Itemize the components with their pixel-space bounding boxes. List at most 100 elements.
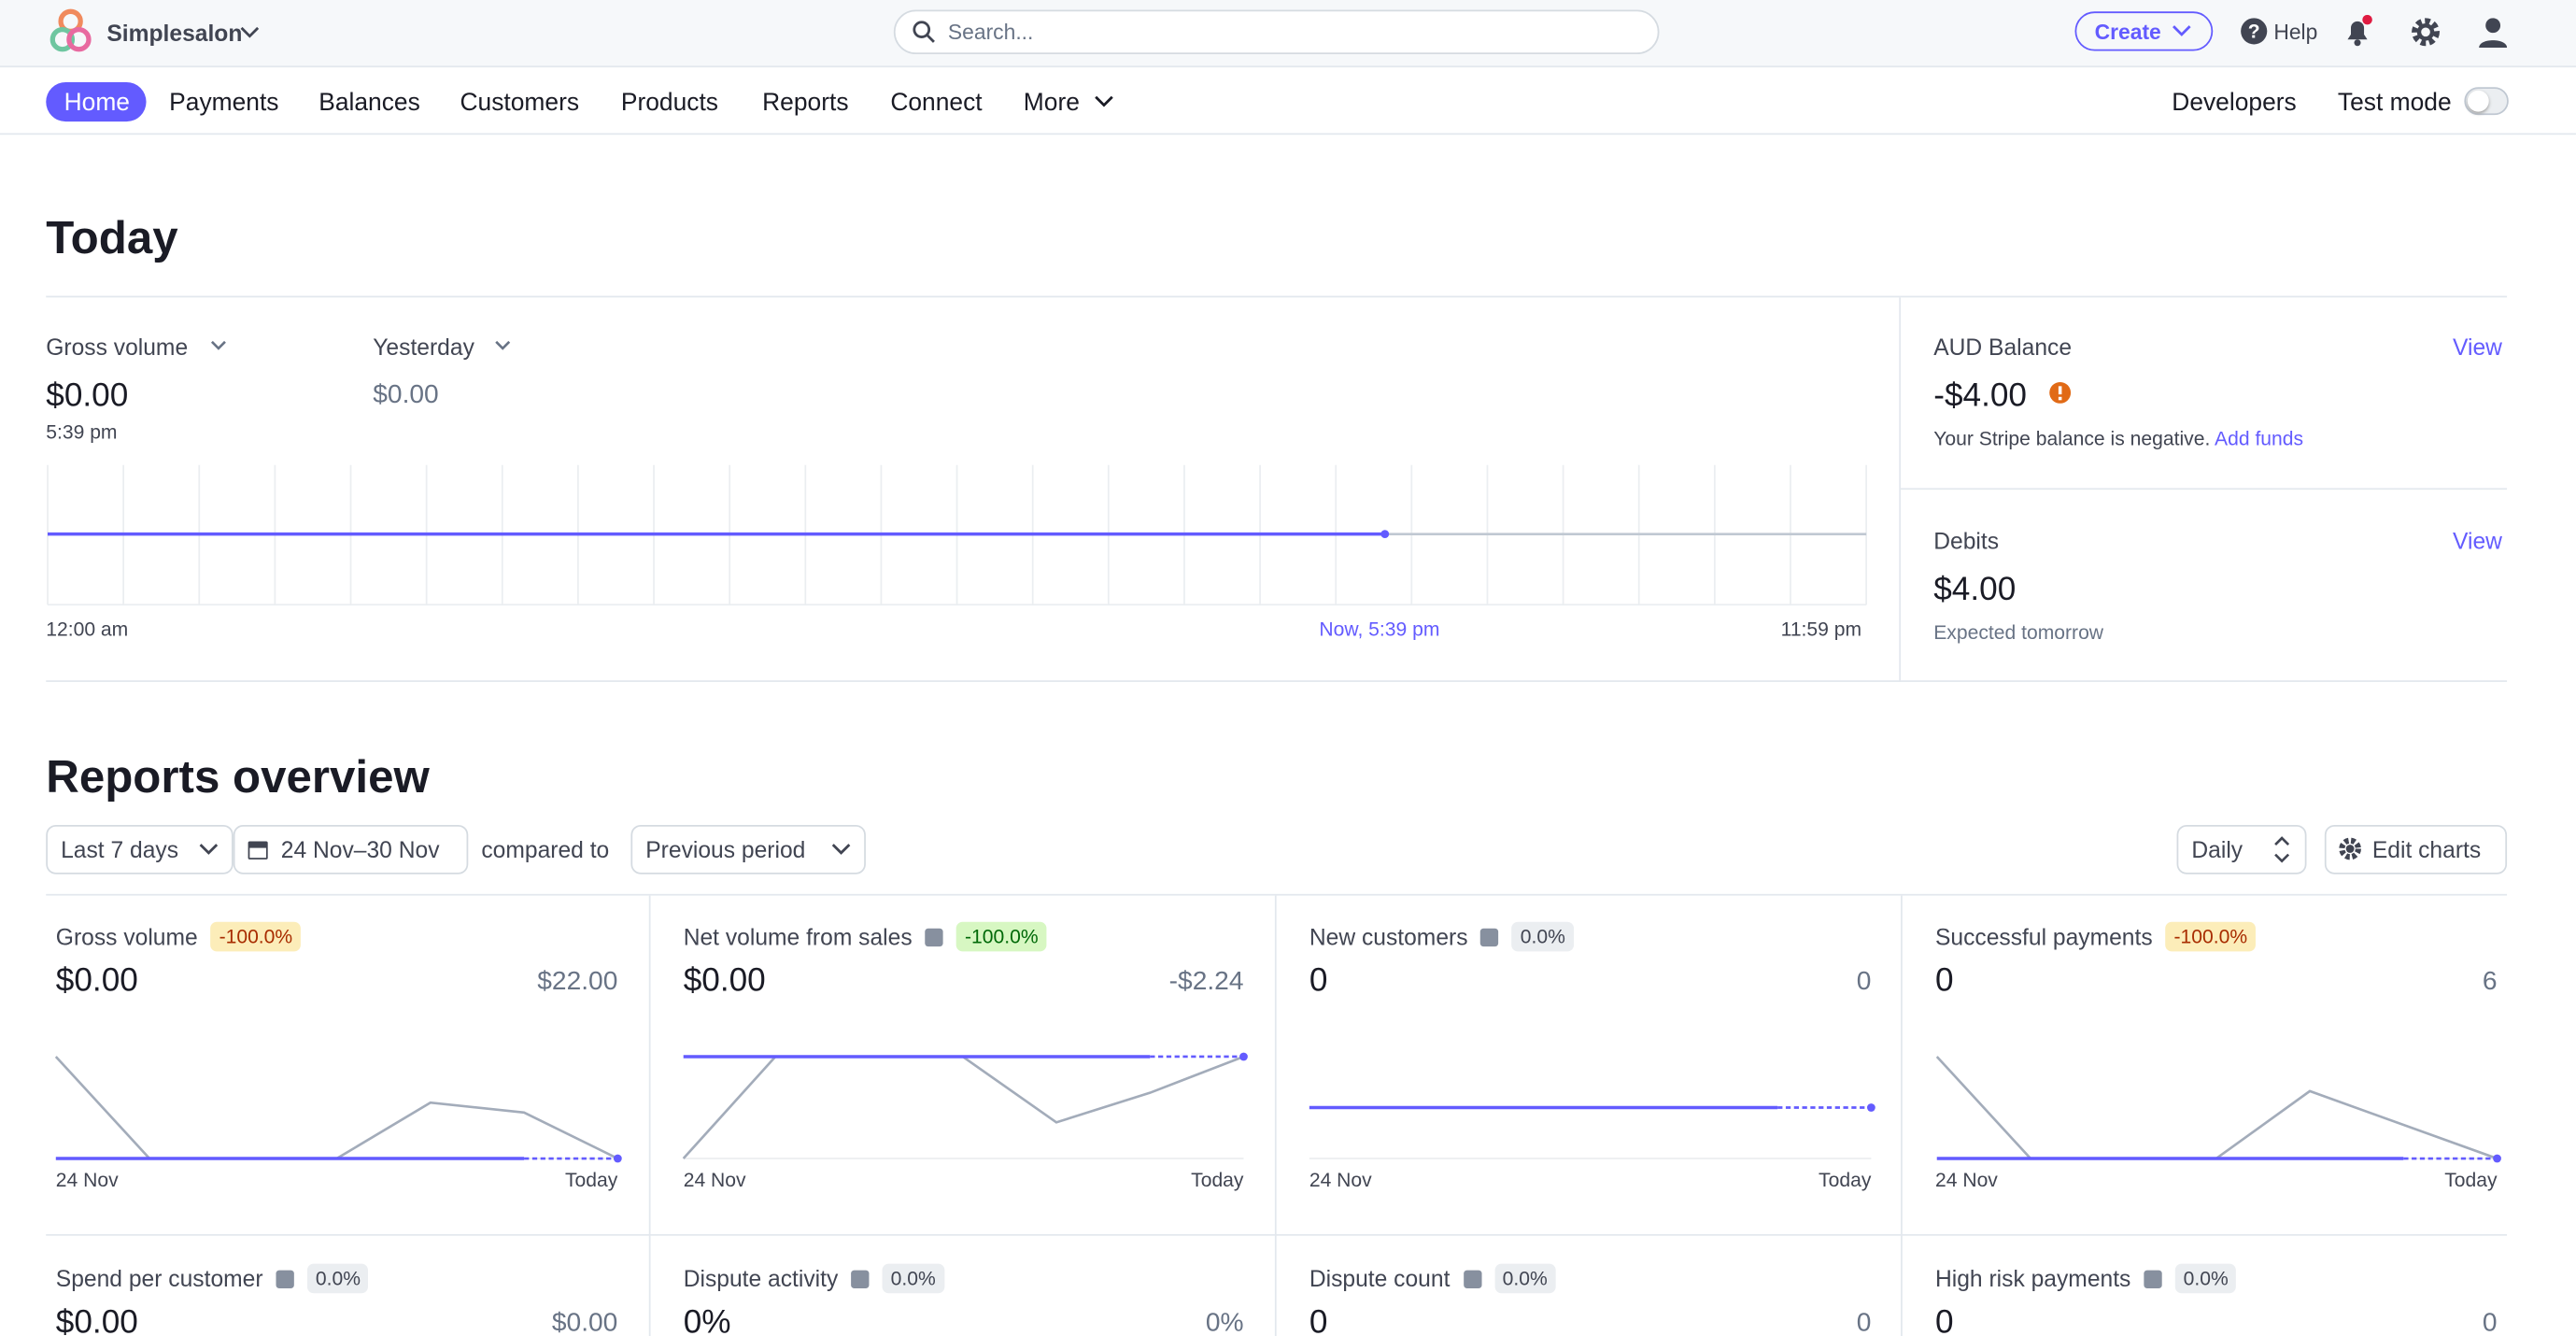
- today-title: Today: [46, 211, 178, 263]
- debits-note: Expected tomorrow: [1933, 620, 2104, 645]
- card-title: Spend per customer: [55, 1265, 263, 1292]
- card-value: 0: [1309, 962, 1328, 1000]
- chevron: [495, 340, 511, 350]
- interval-label: Daily: [2191, 836, 2243, 863]
- card-compare: 0: [1856, 967, 1872, 996]
- now-dot: [1380, 530, 1390, 539]
- info-icon[interactable]: [925, 928, 944, 947]
- test-mode-toggle[interactable]: [2464, 87, 2509, 116]
- nav-item[interactable]: More: [1023, 88, 1080, 117]
- calendar-icon: [248, 841, 268, 860]
- card-compare: -$2.24: [1168, 967, 1244, 996]
- axis-start: 12:00 am: [46, 618, 129, 641]
- balance-view[interactable]: View: [2453, 334, 2502, 361]
- metric-select[interactable]: Gross volume: [46, 334, 189, 361]
- card-title: Net volume from sales: [683, 923, 913, 950]
- brand[interactable]: Simplesalon: [106, 20, 243, 47]
- card-badge: 0.0%: [2174, 1263, 2237, 1294]
- chevron: [1095, 95, 1113, 107]
- card-title: New customers: [1309, 923, 1468, 950]
- spark-dot: [613, 1154, 622, 1163]
- card-compare: $0.00: [551, 1309, 618, 1336]
- card-axis-start: 24 Nov: [1309, 1168, 1372, 1192]
- spark-dot: [2493, 1154, 2501, 1163]
- card-badge: -100.0%: [956, 921, 1047, 952]
- card-axis-end: Today: [2444, 1168, 2498, 1192]
- card-title: High risk payments: [1934, 1265, 2131, 1292]
- info-icon[interactable]: [276, 1270, 294, 1288]
- card-badge: 0.0%: [1512, 921, 1574, 952]
- card-compare: 6: [2482, 967, 2498, 996]
- nav-developers[interactable]: Developers: [2172, 88, 2297, 117]
- period-button[interactable]: [630, 824, 866, 874]
- today-time: 5:39 pm: [46, 420, 118, 444]
- edit-charts-button[interactable]: [2324, 824, 2508, 874]
- card-value: $0.00: [55, 962, 138, 1000]
- help-label[interactable]: Help: [2273, 20, 2318, 45]
- range-label: Last 7 days: [61, 836, 179, 863]
- dates-button[interactable]: [233, 824, 469, 874]
- divider: [46, 295, 2508, 298]
- nav-item[interactable]: Home: [64, 88, 130, 117]
- help-icon: ?: [2241, 18, 2268, 45]
- card-badge: 0.0%: [307, 1263, 369, 1294]
- nav-item[interactable]: Reports: [762, 88, 849, 117]
- dates-label: 24 Nov–30 Nov: [280, 836, 440, 863]
- interval-button[interactable]: [2176, 824, 2307, 874]
- nav-item[interactable]: Payments: [169, 88, 279, 117]
- card-title: Successful payments: [1934, 923, 2153, 950]
- balance-label: AUD Balance: [1933, 334, 2073, 361]
- divider: [46, 893, 2508, 896]
- compared-label: compared to: [481, 836, 610, 863]
- card-compare: 0%: [1205, 1309, 1244, 1336]
- chevron: [240, 26, 260, 38]
- debits-view[interactable]: View: [2453, 527, 2502, 554]
- card-badge: -100.0%: [2165, 921, 2256, 952]
- card-value: 0%: [683, 1304, 731, 1336]
- range-button[interactable]: [46, 824, 234, 874]
- today-value: $0.00: [46, 377, 129, 415]
- logo: [50, 8, 92, 52]
- nav-active-pill: [46, 81, 147, 122]
- account-icon[interactable]: [2477, 17, 2508, 49]
- nav-item[interactable]: Balances: [318, 88, 420, 117]
- warning-icon: [2049, 381, 2072, 404]
- axis-now: Now, 5:39 pm: [1319, 618, 1440, 641]
- spark-dot: [1866, 1103, 1875, 1112]
- nav-item[interactable]: Connect: [890, 88, 983, 117]
- settings-icon[interactable]: [2410, 17, 2441, 48]
- info-icon[interactable]: [1480, 928, 1499, 947]
- spark-dot: [1239, 1052, 1248, 1061]
- info-icon[interactable]: [2144, 1270, 2162, 1288]
- divider: [46, 680, 2508, 682]
- notifications-icon[interactable]: [2342, 14, 2375, 48]
- card-value: 0: [1934, 1304, 1954, 1336]
- card-badge: -100.0%: [210, 921, 301, 952]
- card-value: $0.00: [683, 962, 766, 1000]
- gear-icon: [2339, 837, 2361, 860]
- card-axis-start: 24 Nov: [1934, 1168, 1998, 1192]
- edit-charts-label: Edit charts: [2371, 836, 2482, 863]
- debits-value: $4.00: [1933, 572, 2017, 608]
- create-button[interactable]: [2074, 11, 2214, 51]
- search-box[interactable]: [893, 9, 1660, 55]
- card-title: Dispute count: [1309, 1265, 1451, 1292]
- info-icon[interactable]: [1463, 1270, 1481, 1288]
- divider: [1274, 895, 1277, 1336]
- info-icon[interactable]: [851, 1270, 870, 1288]
- add-funds-link[interactable]: Add funds: [2215, 427, 2304, 450]
- divider: [1899, 297, 1902, 682]
- svg-text:?: ?: [2248, 21, 2260, 42]
- balance-note-text: Your Stripe balance is negative.: [1933, 427, 2211, 450]
- nav-item[interactable]: Customers: [460, 88, 580, 117]
- nav-bar: [0, 67, 2576, 135]
- nav-item[interactable]: Products: [620, 88, 718, 117]
- reports-title: Reports overview: [46, 750, 430, 803]
- chevron: [199, 844, 219, 855]
- card-axis-start: 24 Nov: [683, 1168, 746, 1192]
- nav-test-mode: Test mode: [2337, 88, 2452, 117]
- compare-select[interactable]: Yesterday: [373, 334, 474, 361]
- divider: [1901, 895, 1903, 1336]
